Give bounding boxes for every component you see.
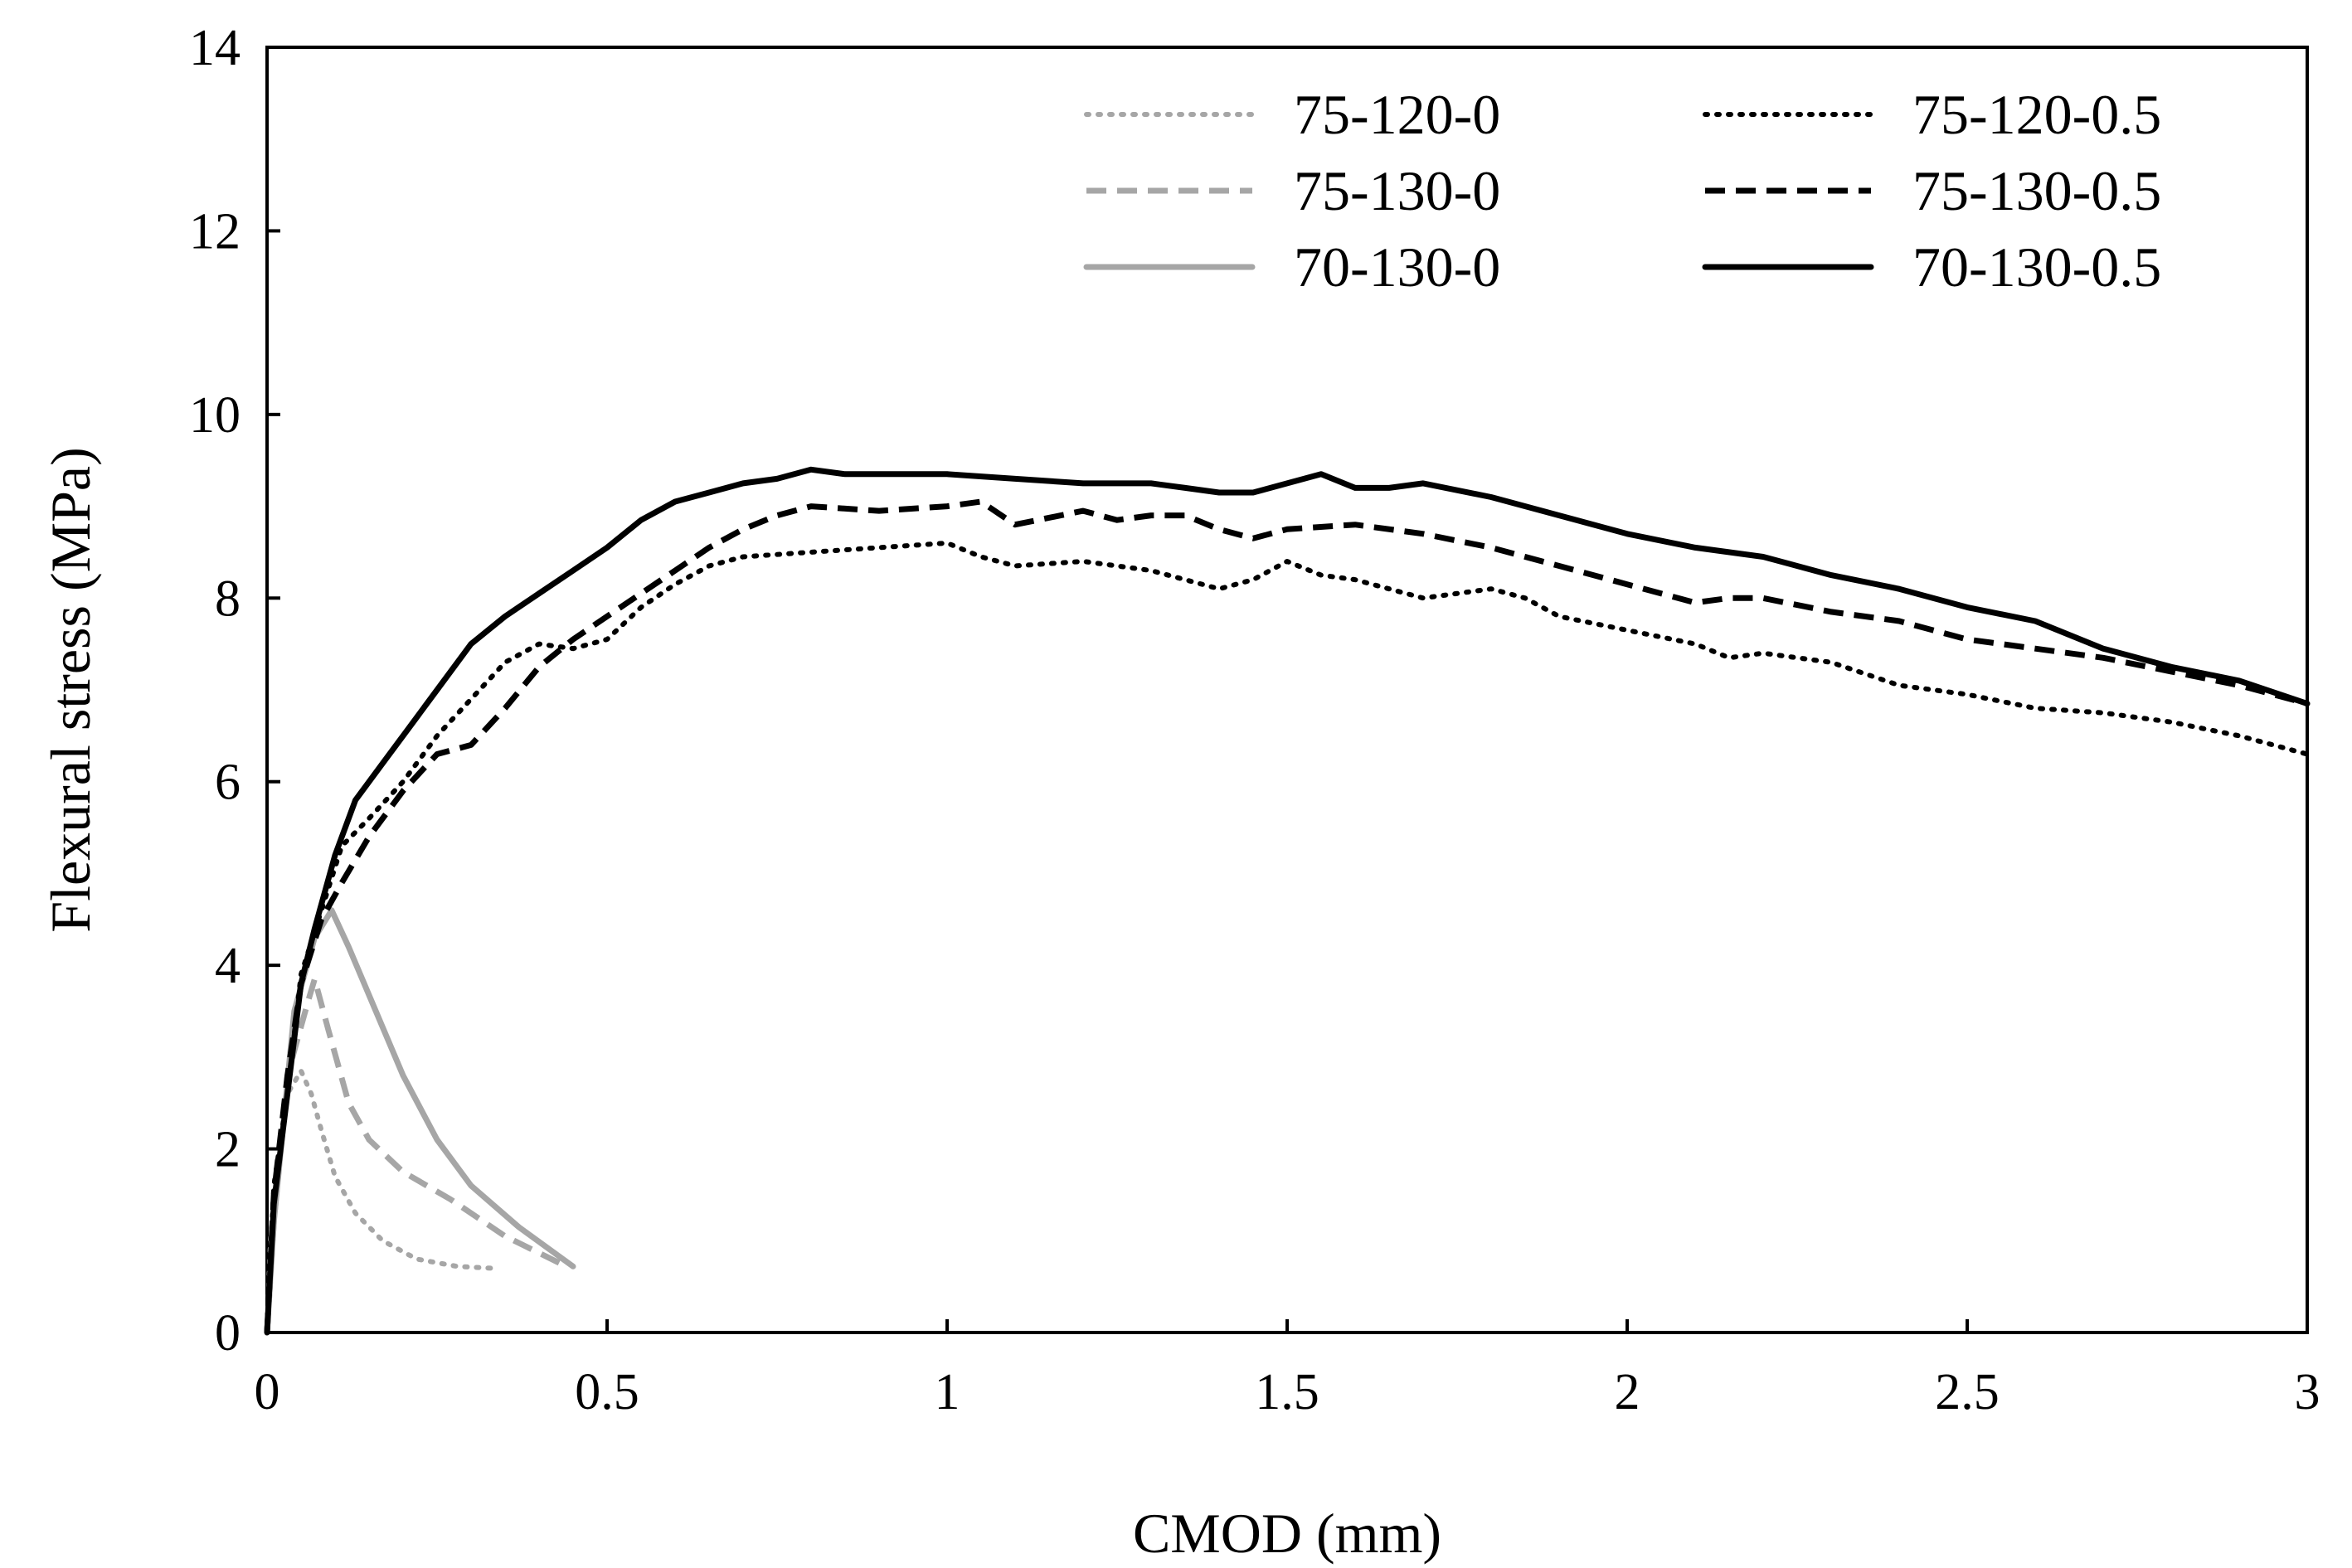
y-tick-label: 10 xyxy=(189,387,241,444)
x-tick-label: 2.5 xyxy=(1935,1364,2000,1420)
y-axis-title: Flexural stress (MPa) xyxy=(39,447,102,932)
legend-label: 75-120-0 xyxy=(1294,83,1500,146)
x-tick-label: 1 xyxy=(935,1364,960,1420)
y-tick-label: 14 xyxy=(189,20,241,76)
x-axis-ticks: 0 0.5 1 1.5 2 2.5 3 xyxy=(255,1319,2320,1420)
legend-label: 70-130-0 xyxy=(1294,235,1500,299)
legend-label: 75-130-0 xyxy=(1294,159,1500,222)
y-tick-label: 6 xyxy=(215,755,241,811)
series-line-4 xyxy=(265,540,2310,1335)
y-tick-label: 8 xyxy=(215,570,241,627)
legend-label: 75-130-0.5 xyxy=(1912,159,2161,222)
x-tick-label: 0.5 xyxy=(575,1364,639,1420)
x-tick-label: 2 xyxy=(1615,1364,1640,1420)
x-tick-label: 0 xyxy=(255,1364,280,1420)
y-tick-label: 2 xyxy=(215,1122,241,1178)
x-tick-label: 3 xyxy=(2295,1364,2320,1420)
y-tick-label: 0 xyxy=(215,1305,241,1362)
x-axis-title: CMOD (mm) xyxy=(1133,1502,1441,1565)
y-tick-label: 4 xyxy=(215,938,241,994)
series-layer xyxy=(264,466,2311,1336)
legend-label: 75-120-0.5 xyxy=(1912,83,2161,146)
y-axis-ticks: 0 2 4 6 8 10 12 14 xyxy=(189,20,280,1362)
x-tick-label: 1.5 xyxy=(1255,1364,1319,1420)
legend: 75-120-0 75-130-0 70-130-0 75-120-0.5 75-130… xyxy=(1083,83,2161,299)
series-line-5 xyxy=(264,498,2308,1333)
plot-area xyxy=(265,46,2309,1334)
legend-label: 70-130-0.5 xyxy=(1912,235,2161,299)
y-tick-label: 12 xyxy=(189,203,241,260)
series-line-6 xyxy=(264,466,2311,1336)
